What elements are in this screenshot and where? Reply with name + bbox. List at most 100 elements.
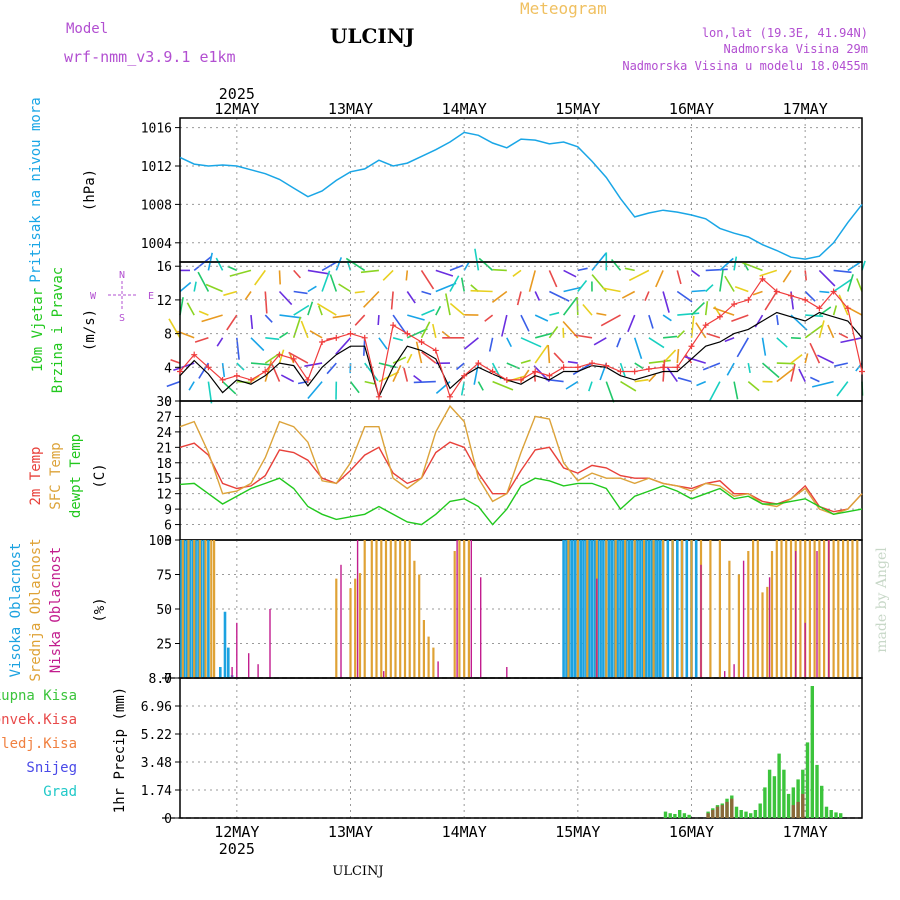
precip-bar-0 [682,813,687,818]
precip-legend-3: Snijeg [26,760,77,776]
gust-marker [248,376,255,383]
wind-arrow [804,270,807,281]
precip-bar-1 [730,798,734,818]
y-tick-label: 30 [156,395,172,410]
precip-bar-0 [663,811,668,818]
wind-arrow [520,359,531,364]
precip-bar-1 [725,801,729,818]
wind-arrow [445,293,451,316]
wind-arrow [222,381,237,395]
wind-arrow [197,271,210,292]
wind-arrow [406,291,416,304]
wind-arrow [492,268,507,272]
gust-marker [432,347,439,354]
wind-arrow [297,380,309,385]
wind-arrow [390,291,394,310]
wind-arrow [392,337,404,342]
wind-arrow [627,314,636,333]
wind-arrow [726,362,735,376]
wind-arrow [392,356,407,364]
wind-arrow [278,270,281,285]
precip-bar-0 [744,811,748,818]
wind-arrow [193,255,212,272]
wind-arrow [747,362,751,374]
y-tick-label: 15 [156,472,172,487]
wind-arrow [690,302,705,316]
wind-arrow [733,381,739,400]
wind-arrow [420,321,431,339]
wind-arrow [705,268,728,272]
station-title: ULCINJ [330,24,415,48]
day-label-top: 15MAY [555,100,600,118]
gust-marker [333,334,340,341]
gust-marker [347,330,354,337]
wind-arrow [420,269,435,290]
wind-arrow [264,314,273,323]
day-label-bottom: 17MAY [783,823,828,841]
wind-arrow [179,281,192,293]
wind-arrow [363,290,380,308]
wind-arrow [548,270,558,288]
lonlat-label: lon,lat (19.3E, 41.94N) [702,26,868,40]
wind-arrow [292,316,302,339]
y-tick-label: 12 [156,488,172,503]
wind-arrow [244,291,252,301]
wind-arrow [567,360,578,364]
wind-arrow [407,314,425,321]
gust-marker [617,368,624,375]
wind-arrow [836,381,849,397]
wind-arrow [776,337,788,348]
year-label-top: 2025 [219,85,255,103]
gust-marker [574,364,581,371]
wind-arrow [719,257,734,271]
wind-arrow [501,314,508,337]
wind-arrow [478,257,494,271]
wind-arrow [685,354,693,364]
wind-arrow [335,337,352,355]
wind-arrow [840,337,863,344]
wind-arrow [696,380,707,387]
panel-frame-4 [179,677,863,819]
wind-arrow [621,290,636,299]
y-tick-label: 100 [149,534,172,549]
gust-marker [645,365,652,372]
wind-arrow [345,257,366,272]
y-tick-label: 6 [164,519,172,534]
wind-arrow [790,337,801,340]
precip-legend-1: Konvek.Kisa [0,712,77,728]
wind-arrow [634,378,649,383]
wind-arrow [790,354,803,364]
credit-label: made by Angel [874,547,890,653]
wind-arrow [734,285,749,293]
precip-bar-1 [720,805,724,818]
wind-arrow [648,337,665,349]
wind-arrow [326,362,337,375]
gust-marker [446,393,453,400]
wind-arrow [338,283,351,293]
compass-e: E [148,291,154,302]
wind-arrow [403,367,409,382]
gust-marker [816,305,823,312]
wind-arrow [704,301,709,316]
y-tick-label: 24 [156,426,172,441]
gust-marker [660,364,667,371]
wind-arrow [236,362,245,371]
wind-arrow [309,330,323,339]
wind-arrow [221,363,226,378]
wind-arrow [254,269,266,286]
wind-arrow [804,324,824,339]
wind-arrow [832,305,838,316]
compass-n: N [119,270,125,281]
wind-arrow [798,368,806,382]
wind-arrow [572,362,593,376]
precip-bar-0 [749,813,753,818]
wind-arrow [473,362,480,385]
gust-marker [589,360,596,367]
wind-arrow [676,290,693,303]
precip-bar-0 [678,810,682,818]
wind-arrow [317,305,323,316]
wind-arrow [415,341,423,364]
wind-arrow [705,284,714,293]
wind-arrow [421,290,432,296]
